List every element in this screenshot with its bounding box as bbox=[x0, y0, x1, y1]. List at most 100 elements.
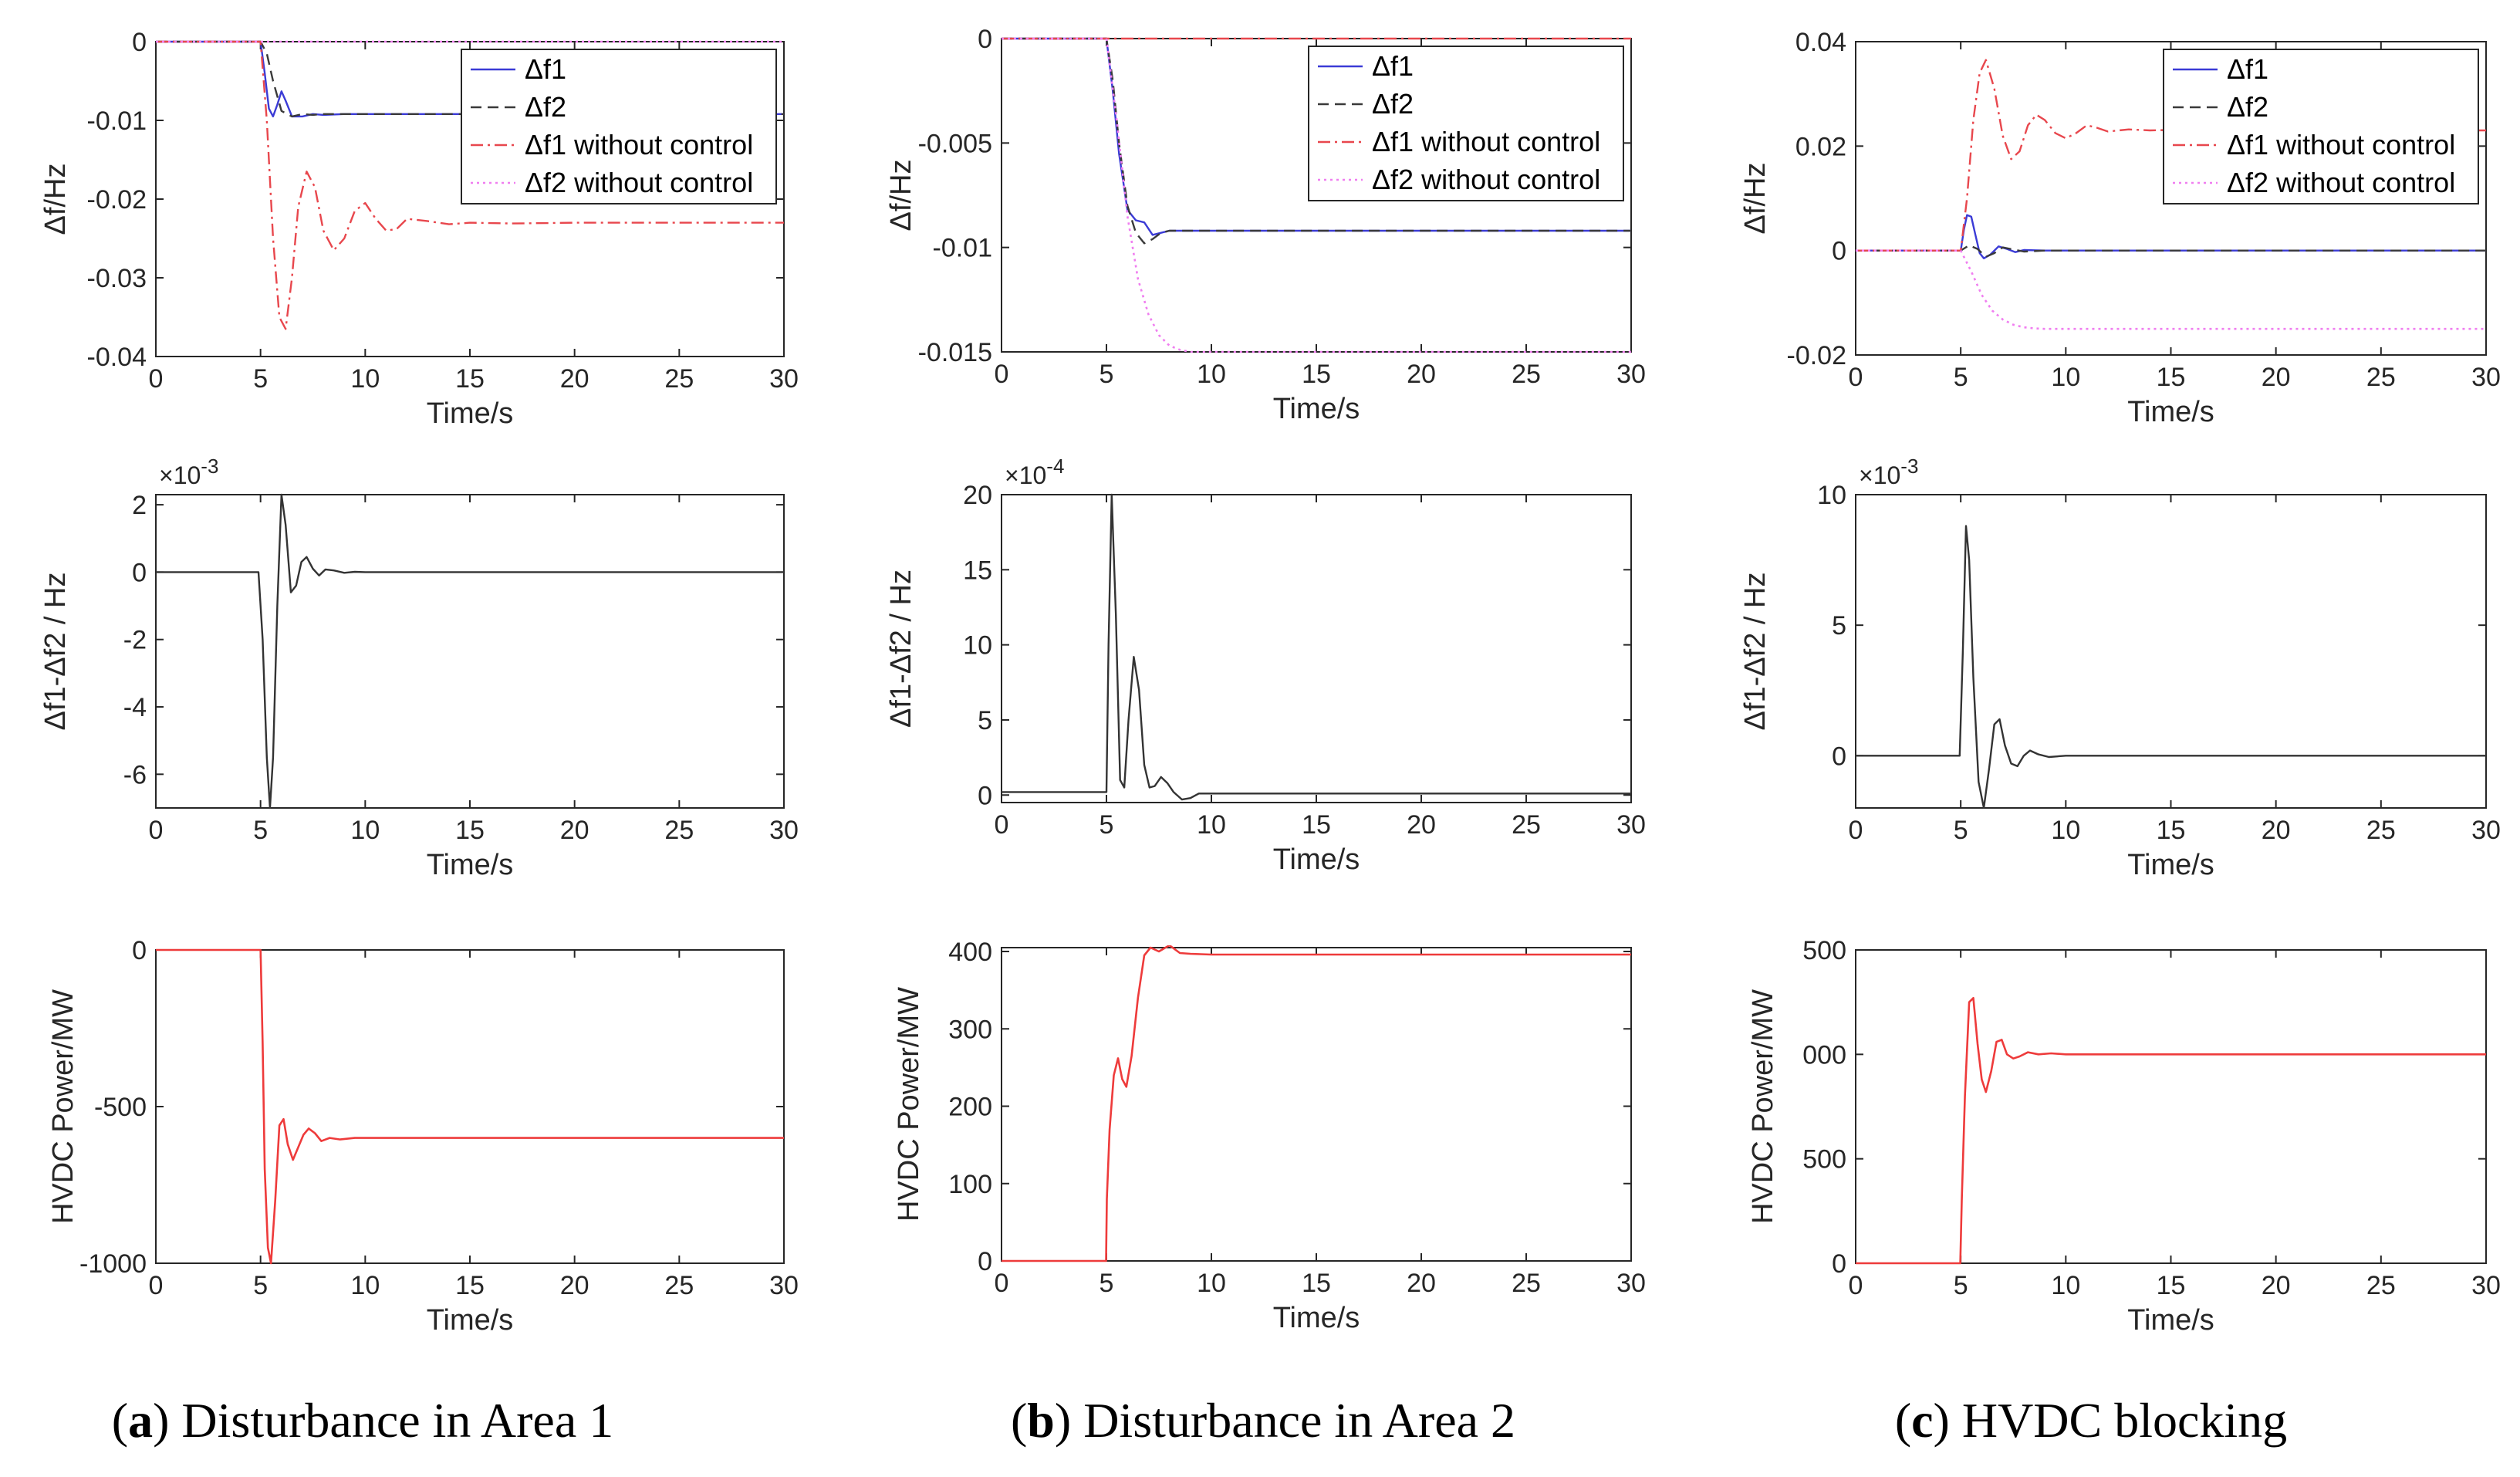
subplot-c1: 0 5 10 15 20 25 30-0.0200.020.04Time/sΔf/HzΔf1… bbox=[1739, 28, 2501, 428]
subplot-a2: 0 5 10 15 20 25 30 -6 -4 -2 0 2 ×10-3 Time/s Δf1-Δf2 /… bbox=[39, 455, 799, 881]
y-axis-label: Δf1-Δf2 / Hz bbox=[39, 573, 72, 731]
legend-label: Δf2 without control bbox=[525, 167, 753, 198]
series-line-df2-nc bbox=[1002, 37, 1631, 353]
y-tick-label: 0 bbox=[132, 558, 147, 587]
caption-b: (b) Disturbance in Area 2 bbox=[1011, 1393, 1515, 1448]
axes-frame bbox=[155, 949, 785, 1264]
legend: Δf1 Δf2 Δf1 without control Δf2 without con… bbox=[1308, 46, 1624, 201]
y-tick-label: 0 bbox=[978, 25, 992, 54]
y-tick-label: 0 bbox=[132, 936, 147, 965]
x-tick-label: 15 bbox=[455, 1271, 485, 1300]
x-axis-label: Time/s bbox=[1273, 393, 1360, 425]
series-line-df1 bbox=[156, 40, 784, 118]
x-tick-label: 0 bbox=[1849, 816, 1863, 845]
series-line-power bbox=[1002, 945, 1631, 1262]
subplot-c2: 0 5 10 15 20 25 30 0 5 10 ×10-3 Time/s Δf1-Δf2 / Hz bbox=[1739, 455, 2501, 881]
y-tick-label: 15 bbox=[963, 556, 992, 585]
x-tick-label: 30 bbox=[769, 1271, 799, 1300]
series-line-power bbox=[156, 948, 784, 1265]
x-tick-label: 30 bbox=[2471, 1271, 2501, 1300]
series-line-power bbox=[1856, 997, 2486, 1265]
y-axis-label: HVDC Power/MW bbox=[1747, 989, 1779, 1224]
x-tick-label: 15 bbox=[2157, 816, 2186, 845]
x-tick-label: 15 bbox=[1302, 810, 1331, 840]
legend-label: Δf2 without control bbox=[1372, 164, 1600, 195]
y-tick-label: 10 bbox=[963, 631, 992, 661]
x-tick-label: 10 bbox=[350, 1271, 380, 1300]
x-tick-label: 25 bbox=[2366, 816, 2396, 845]
y-tick-label: 100 bbox=[948, 1170, 992, 1199]
y-tick-label: -2 bbox=[123, 626, 147, 655]
y-tick-label: 0 bbox=[1832, 237, 1846, 266]
axes-frame bbox=[1855, 494, 2487, 809]
y-tick-label: 20 bbox=[963, 481, 992, 510]
x-tick-label: 15 bbox=[2157, 363, 2186, 392]
x-tick-label: 30 bbox=[1616, 1269, 1646, 1298]
series-group bbox=[1856, 525, 2486, 809]
x-tick-label: 20 bbox=[560, 364, 589, 394]
x-axis-label: Time/s bbox=[427, 849, 514, 881]
y-axis-label: Δf/Hz bbox=[1739, 163, 1772, 235]
caption-b-letter: b bbox=[1027, 1393, 1055, 1448]
x-tick-label: 30 bbox=[2471, 363, 2501, 392]
subplot-a1: 0 5 10 15 20 25 30 -0.04 -0.03 -0.02 -0.01 0 Time/s Δ… bbox=[39, 28, 799, 430]
x-tick-label: 25 bbox=[664, 1271, 694, 1300]
caption-c-letter: c bbox=[1911, 1393, 1933, 1448]
legend-box bbox=[2163, 49, 2479, 204]
legend-label: Δf2 bbox=[525, 91, 566, 123]
series-group bbox=[1856, 59, 2486, 330]
y-tick-label: 000 bbox=[1802, 1040, 1846, 1070]
y-tick-label: 2 bbox=[132, 491, 147, 520]
y-tick-label: 500 bbox=[1802, 936, 1846, 965]
series-group bbox=[156, 493, 784, 809]
legend: Δf1 Δf2 Δf1 without control Δf2 without con… bbox=[461, 49, 777, 204]
x-axis-label: Time/s bbox=[1273, 843, 1360, 876]
series-group bbox=[1002, 37, 1631, 353]
y-axis-label: Δf1-Δf2 / Hz bbox=[1739, 573, 1772, 731]
series-group bbox=[156, 40, 784, 330]
x-tick-label: 15 bbox=[2157, 1271, 2186, 1300]
x-tick-label: 0 bbox=[149, 1271, 164, 1300]
series-line-diff bbox=[1856, 525, 2486, 809]
x-tick-label: 20 bbox=[560, 1271, 589, 1300]
y-tick-label: -0.02 bbox=[87, 185, 147, 215]
x-tick-label: 0 bbox=[149, 364, 164, 394]
y-tick-label: 0 bbox=[132, 28, 147, 57]
axis-exponent-power: -4 bbox=[1046, 455, 1064, 478]
y-axis-label: Δf1-Δf2 / Hz bbox=[885, 570, 917, 728]
x-tick-label: 0 bbox=[1849, 1271, 1863, 1300]
x-tick-label: 30 bbox=[1616, 810, 1646, 840]
x-tick-label: 10 bbox=[2051, 816, 2080, 845]
y-tick-label: -4 bbox=[123, 693, 147, 722]
y-tick-label: -1000 bbox=[79, 1249, 147, 1279]
y-tick-label: 5 bbox=[978, 706, 992, 735]
y-tick-label: -0.03 bbox=[87, 264, 147, 293]
axis-exponent-power: -3 bbox=[1900, 455, 1918, 478]
series-line-df2 bbox=[1002, 37, 1631, 245]
y-tick-label: 10 bbox=[1817, 481, 1846, 510]
y-axis-label: Δf/Hz bbox=[39, 164, 72, 235]
y-tick-label: -0.04 bbox=[87, 343, 147, 372]
x-axis-label: Time/s bbox=[2127, 849, 2214, 881]
subplot-b1: 0 5 10 15 20 25 30 -0.015 -0.01 -0.005 0 Time/s Δf/H… bbox=[885, 25, 1646, 425]
series-line-df2-nc bbox=[1856, 249, 2486, 330]
caption-c: (c) HVDC blocking bbox=[1895, 1393, 2287, 1448]
axis-exponent: ×10-4 bbox=[1005, 455, 1064, 489]
caption-a: (a) Disturbance in Area 1 bbox=[112, 1393, 613, 1448]
y-axis-label: HVDC Power/MW bbox=[47, 989, 79, 1224]
x-axis-label: Time/s bbox=[427, 397, 514, 430]
x-tick-label: 20 bbox=[1407, 360, 1436, 389]
y-tick-label: 0 bbox=[978, 1247, 992, 1276]
caption-b-text: Disturbance in Area 2 bbox=[1083, 1393, 1515, 1448]
y-tick-label: -0.02 bbox=[1787, 341, 1847, 370]
x-tick-label: 15 bbox=[1302, 1269, 1331, 1298]
subplot-c3: 0 5 10 15 20 25 30 0 500 000 500 Time/s HVDC Power/M… bbox=[1747, 936, 2501, 1337]
y-tick-label: 0 bbox=[1832, 1249, 1846, 1279]
subplot-grid: 0 5 10 15 20 25 30-0.04-0.03-0.02-0.010Time/sΔ… bbox=[39, 25, 2501, 1337]
x-tick-label: 15 bbox=[455, 364, 485, 394]
y-tick-label: 200 bbox=[948, 1093, 992, 1122]
x-tick-label: 5 bbox=[253, 1271, 268, 1300]
legend-label: Δf1 without control bbox=[2227, 129, 2455, 161]
y-tick-label: 0 bbox=[978, 781, 992, 810]
x-tick-label: 15 bbox=[455, 816, 485, 845]
